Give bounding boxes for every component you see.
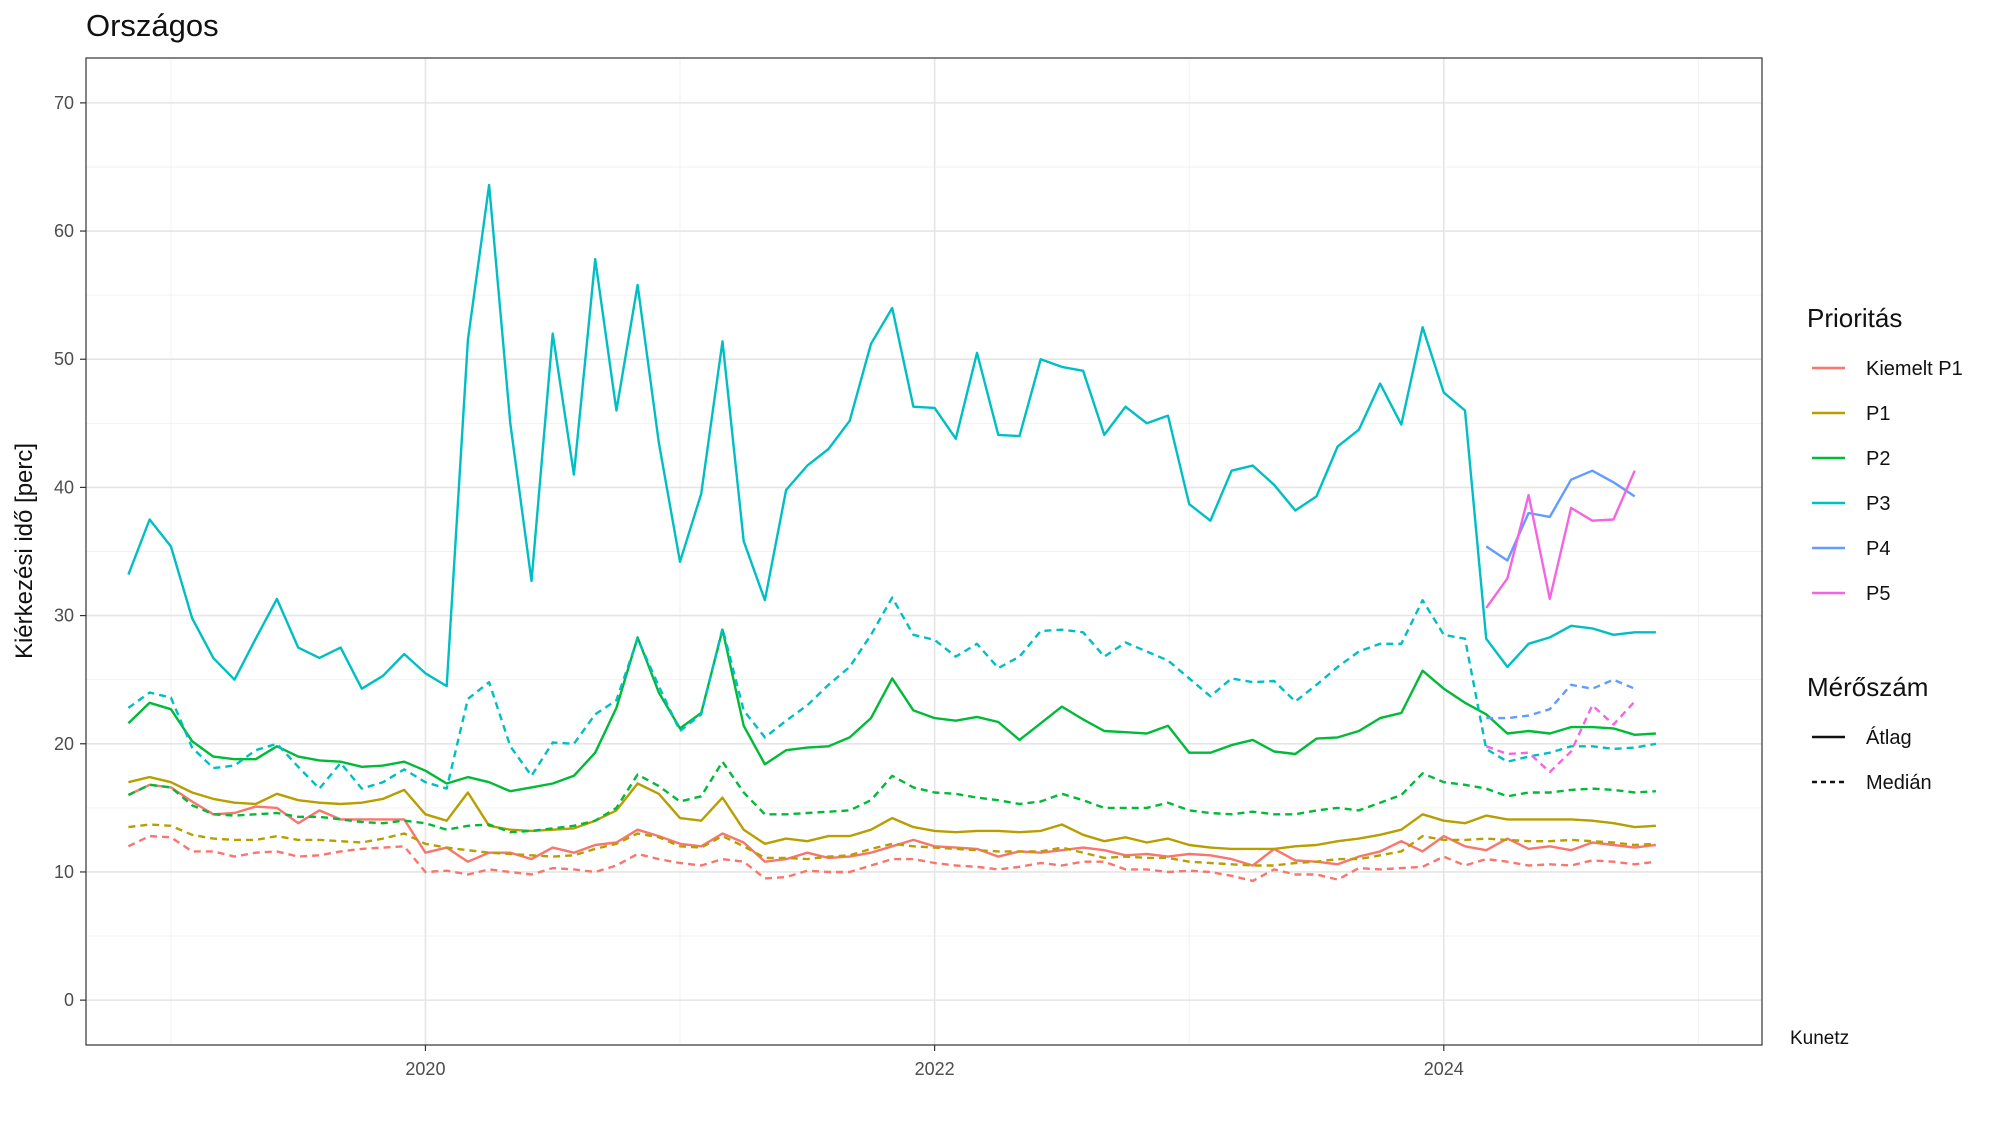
y-axis-title: Kiérkezési idő [perc] <box>11 443 38 659</box>
caption: Kunetz <box>1790 1028 1850 1049</box>
series-line-kiemelt-p1-atlag <box>127 783 1657 867</box>
legend-label-kiemelt-p1: Kiemelt P1 <box>1866 358 1963 380</box>
y-tick-label: 50 <box>54 349 74 369</box>
legend-color-items: Kiemelt P1 P1 P2 P3 P4 P5 <box>1812 358 1963 605</box>
series-line-p2-atlag <box>127 628 1656 793</box>
y-tick-label: 20 <box>54 734 74 754</box>
legend-linetype-items: Átlag Medián <box>1812 726 1932 794</box>
series-line-p4-median <box>1486 678 1636 720</box>
legend-label-p2: P2 <box>1866 448 1890 470</box>
legend-label-p1: P1 <box>1866 403 1890 425</box>
series-line-p3-atlag <box>127 183 1656 690</box>
y-tick-label: 60 <box>54 221 74 241</box>
x-axis: 2020 2022 2024 <box>405 1045 1464 1079</box>
legend-label-p5: P5 <box>1866 583 1890 605</box>
grid-minor <box>86 58 1762 1045</box>
x-tick-label: 2022 <box>915 1059 955 1079</box>
grid-major <box>86 58 1762 1045</box>
series-line-p3-median <box>127 596 1657 790</box>
chart-title: Országos <box>86 8 219 43</box>
series-line-p4-atlag <box>1485 469 1636 562</box>
legend-title-color: Prioritás <box>1807 303 1902 333</box>
series-line-p1-atlag <box>128 775 1656 851</box>
series-line-p2-median <box>127 760 1656 834</box>
legend-label-linetype-solid: Átlag <box>1866 726 1912 749</box>
series-line-p1-median <box>128 823 1656 867</box>
plot-border <box>85 57 1763 1046</box>
x-tick-label: 2020 <box>405 1059 445 1079</box>
y-tick-label: 0 <box>64 990 74 1010</box>
y-tick-label: 70 <box>54 93 74 113</box>
series-line-p5-atlag <box>1485 470 1636 609</box>
series-line-kiemelt-p1-median <box>127 834 1657 883</box>
y-axis: 0 10 20 30 40 50 60 70 <box>54 93 86 1010</box>
series-layer <box>127 183 1657 883</box>
legend-label-p3: P3 <box>1866 493 1890 515</box>
x-tick-label: 2024 <box>1424 1059 1464 1079</box>
y-tick-label: 30 <box>54 606 74 626</box>
legend-title-linetype: Mérőszám <box>1807 672 1928 702</box>
series-line-p5-median <box>1485 700 1636 774</box>
legend-label-p4: P4 <box>1866 538 1890 560</box>
y-tick-label: 40 <box>54 477 74 497</box>
legend-label-linetype-dashed: Medián <box>1866 772 1932 794</box>
y-tick-label: 10 <box>54 862 74 882</box>
